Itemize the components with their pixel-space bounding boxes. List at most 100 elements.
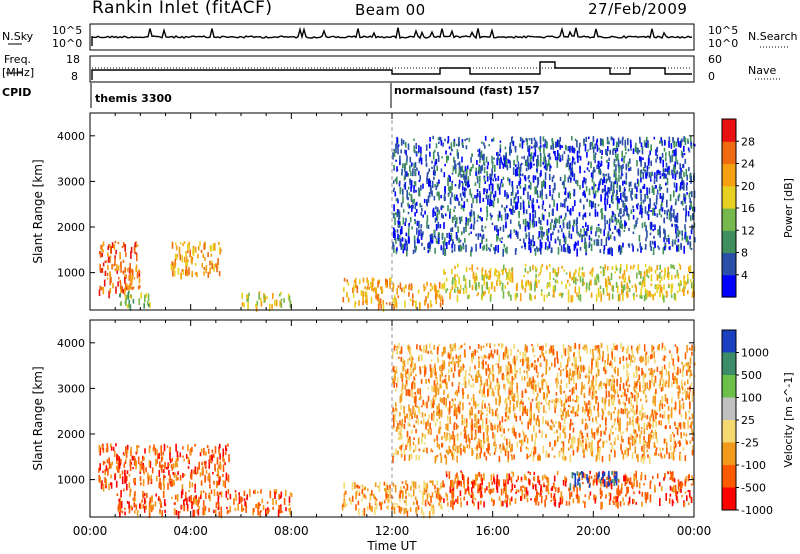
velocity-pixel xyxy=(465,488,467,493)
velocity-pixel xyxy=(598,439,600,443)
velocity-pixel xyxy=(110,446,113,451)
power-pixel xyxy=(525,162,527,165)
velocity-pixel xyxy=(169,481,171,484)
power-pixel xyxy=(588,188,591,196)
velocity-pixel xyxy=(583,366,586,371)
power-pixel xyxy=(511,267,513,271)
power-pixel xyxy=(498,186,501,195)
velocity-pixel xyxy=(400,393,403,402)
power-pixel xyxy=(663,295,665,303)
power-pixel xyxy=(664,209,666,215)
velocity-pixel xyxy=(452,482,455,490)
power-pixel xyxy=(484,226,487,229)
velocity-pixel xyxy=(491,408,494,417)
power-pixel xyxy=(637,180,640,187)
power-pixel xyxy=(560,245,563,252)
power-pixel xyxy=(420,211,423,216)
velocity-pixel xyxy=(599,479,602,484)
power-pixel xyxy=(633,264,635,268)
power-pixel xyxy=(567,247,570,254)
power-pixel xyxy=(650,283,653,287)
power-pixel xyxy=(611,248,613,257)
power-pixel xyxy=(656,170,658,176)
power-pixel xyxy=(569,193,571,199)
power-pixel xyxy=(470,193,473,198)
velocity-pixel xyxy=(234,490,237,493)
power-pixel xyxy=(663,217,666,224)
velocity-pixel xyxy=(374,482,377,487)
power-pixel xyxy=(209,267,211,274)
power-pixel xyxy=(412,299,414,307)
power-pixel xyxy=(651,185,654,193)
power-pixel xyxy=(590,200,592,203)
velocity-pixel xyxy=(640,472,643,479)
velocity-pixel xyxy=(624,449,626,455)
velocity-pixel xyxy=(209,495,211,502)
velocity-pixel xyxy=(446,432,448,441)
power-pixel xyxy=(586,282,588,290)
power-pixel xyxy=(127,292,129,300)
velocity-pixel xyxy=(580,430,582,435)
power-pixel xyxy=(582,180,584,189)
power-pixel xyxy=(579,294,582,302)
power-pixel xyxy=(445,150,447,155)
velocity-pixel xyxy=(595,390,597,394)
power-pixel xyxy=(132,286,135,290)
power-pixel xyxy=(683,245,685,254)
power-pixel xyxy=(632,245,634,252)
power-pixel xyxy=(501,286,504,292)
velocity-pixel xyxy=(288,503,291,506)
power-pixel xyxy=(462,182,464,189)
power-pixel xyxy=(487,198,489,206)
velocity-pixel xyxy=(107,467,109,476)
velocity-pixel xyxy=(211,449,214,453)
velocity-pixel xyxy=(597,384,600,391)
velocity-pixel xyxy=(572,449,575,456)
velocity-pixel xyxy=(684,455,687,462)
velocity-pixel xyxy=(487,356,490,359)
power-pixel xyxy=(446,155,448,163)
power-pixel xyxy=(435,285,437,292)
velocity-pixel xyxy=(617,491,619,498)
power-pixel xyxy=(415,142,417,150)
velocity-pixel xyxy=(588,495,590,500)
velocity-pixel xyxy=(124,461,127,464)
power-pixel xyxy=(541,204,544,210)
power-pixel xyxy=(642,186,644,190)
velocity-pixel xyxy=(272,498,274,505)
velocity-pixel xyxy=(492,391,495,397)
velocity-pixel xyxy=(542,378,545,383)
velocity-pixel xyxy=(593,431,596,440)
power-pixel xyxy=(608,141,610,145)
power-pixel xyxy=(620,176,622,180)
power-pixel xyxy=(215,263,217,268)
power-pixel xyxy=(519,136,522,142)
power-pixel xyxy=(603,270,606,276)
power-pixel xyxy=(410,171,412,177)
power-pixel xyxy=(441,295,443,299)
velocity-pixel xyxy=(101,444,103,449)
power-pixel xyxy=(516,202,519,210)
power-pixel xyxy=(435,143,438,149)
power-pixel xyxy=(650,160,652,167)
velocity-pixel xyxy=(679,453,682,461)
nave-tick-top: 60 xyxy=(708,53,722,66)
power-pixel xyxy=(674,166,676,175)
power-pixel xyxy=(399,187,402,195)
power-pixel xyxy=(129,295,131,298)
velocity-pixel xyxy=(642,373,645,380)
power-pixel xyxy=(429,300,432,308)
velocity-pixel xyxy=(569,483,572,491)
power-pixel xyxy=(468,137,471,142)
power-pixel xyxy=(564,174,566,182)
power-pixel xyxy=(416,227,418,235)
power-pixel xyxy=(602,140,604,147)
power-pixel xyxy=(531,199,533,203)
power-pixel xyxy=(413,181,416,185)
power-pixel xyxy=(663,237,665,243)
power-pixel xyxy=(488,287,490,294)
power-pixel xyxy=(621,138,624,146)
power-pixel xyxy=(437,151,439,156)
power-pixel xyxy=(672,138,674,144)
velocity-pixel xyxy=(473,479,476,485)
